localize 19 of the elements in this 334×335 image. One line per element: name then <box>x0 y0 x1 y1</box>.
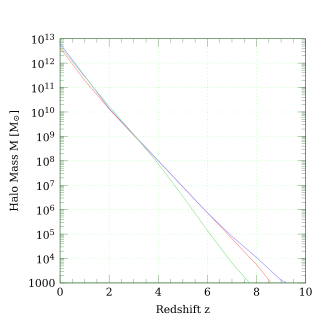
x-tick-label: 6 <box>204 288 210 296</box>
y-tick-label: 10$^{6}$ <box>37 204 54 215</box>
x-tick-label: 10 <box>300 288 312 296</box>
y-tick-label: 10$^{11}$ <box>32 82 54 92</box>
y-tick-label: 10$^{9}$ <box>37 131 54 142</box>
x-tick-label: 0 <box>58 288 63 296</box>
y-tick-label: 10$^{4}$ <box>37 254 54 264</box>
y-tick-label: 10$^{10}$ <box>32 107 54 117</box>
x-tick-label: 4 <box>155 288 162 296</box>
y-tick-label: 10$^{8}$ <box>37 156 54 166</box>
y-tick-label: 10$^{5}$ <box>37 229 54 239</box>
y-tick-label: 10$^{13}$ <box>32 34 54 44</box>
y-tick-label: 1000 <box>30 278 55 287</box>
y-axis-title: Halo Mass M [M$_{⊙}$] <box>10 110 20 212</box>
x-tick-label: 2 <box>106 288 112 296</box>
x-axis-title: Redshift z <box>156 304 210 314</box>
y-tick-label: 10$^{12}$ <box>32 58 54 68</box>
x-tick-label: 8 <box>254 288 260 296</box>
y-tick-label: 10$^{7}$ <box>37 180 54 190</box>
